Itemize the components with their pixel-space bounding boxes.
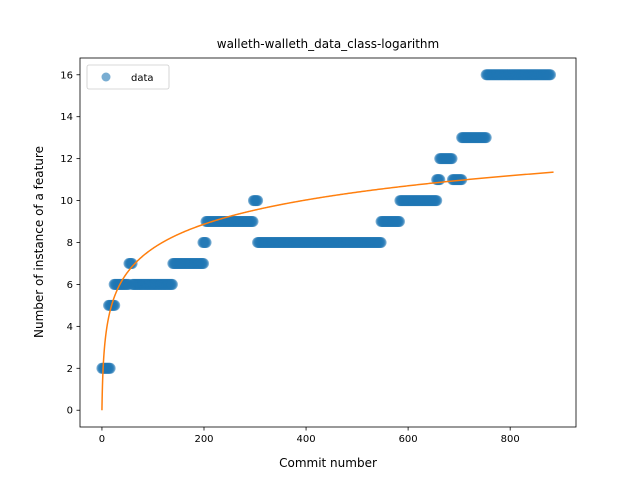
y-tick-label: 8 xyxy=(67,238,73,249)
chart-title: walleth-walleth_data_class-logarithm xyxy=(217,37,439,51)
x-tick-label: 800 xyxy=(501,434,520,445)
data-point xyxy=(544,69,556,81)
legend: data xyxy=(86,64,170,90)
y-tick-label: 4 xyxy=(67,322,73,333)
y-tick-label: 2 xyxy=(67,364,73,375)
data-point xyxy=(252,195,264,207)
x-tick-label: 400 xyxy=(297,434,316,445)
data-point xyxy=(480,132,492,144)
data-point xyxy=(431,195,443,207)
data-point xyxy=(375,237,387,248)
legend-marker xyxy=(101,72,111,82)
data-point xyxy=(393,216,405,228)
y-tick-label: 0 xyxy=(67,406,73,417)
data-point xyxy=(104,362,116,374)
plot-layer xyxy=(96,69,556,411)
y-tick-label: 16 xyxy=(60,70,73,81)
x-tick-label: 0 xyxy=(99,434,105,445)
y-tick-label: 14 xyxy=(60,112,73,123)
x-tick-label: 200 xyxy=(194,434,213,445)
legend-box xyxy=(86,64,170,90)
data-point xyxy=(446,153,458,165)
fit-line xyxy=(101,171,554,411)
y-tick-label: 12 xyxy=(60,154,73,165)
x-tick-label: 600 xyxy=(399,434,418,445)
data-point xyxy=(200,237,212,248)
y-tick-label: 10 xyxy=(60,196,73,207)
data-point xyxy=(166,278,178,290)
data-point xyxy=(126,257,138,269)
data-point xyxy=(197,257,209,269)
y-tick-label: 6 xyxy=(67,280,73,291)
data-point xyxy=(247,216,259,228)
axes-layer: 0 200 400 600 800 0 2 4 6 8 10 12 14 16 xyxy=(60,57,577,445)
legend-label: data xyxy=(131,73,154,84)
x-axis-label: Commit number xyxy=(279,456,377,470)
y-axis-label: Number of instance of a feature xyxy=(32,146,46,338)
